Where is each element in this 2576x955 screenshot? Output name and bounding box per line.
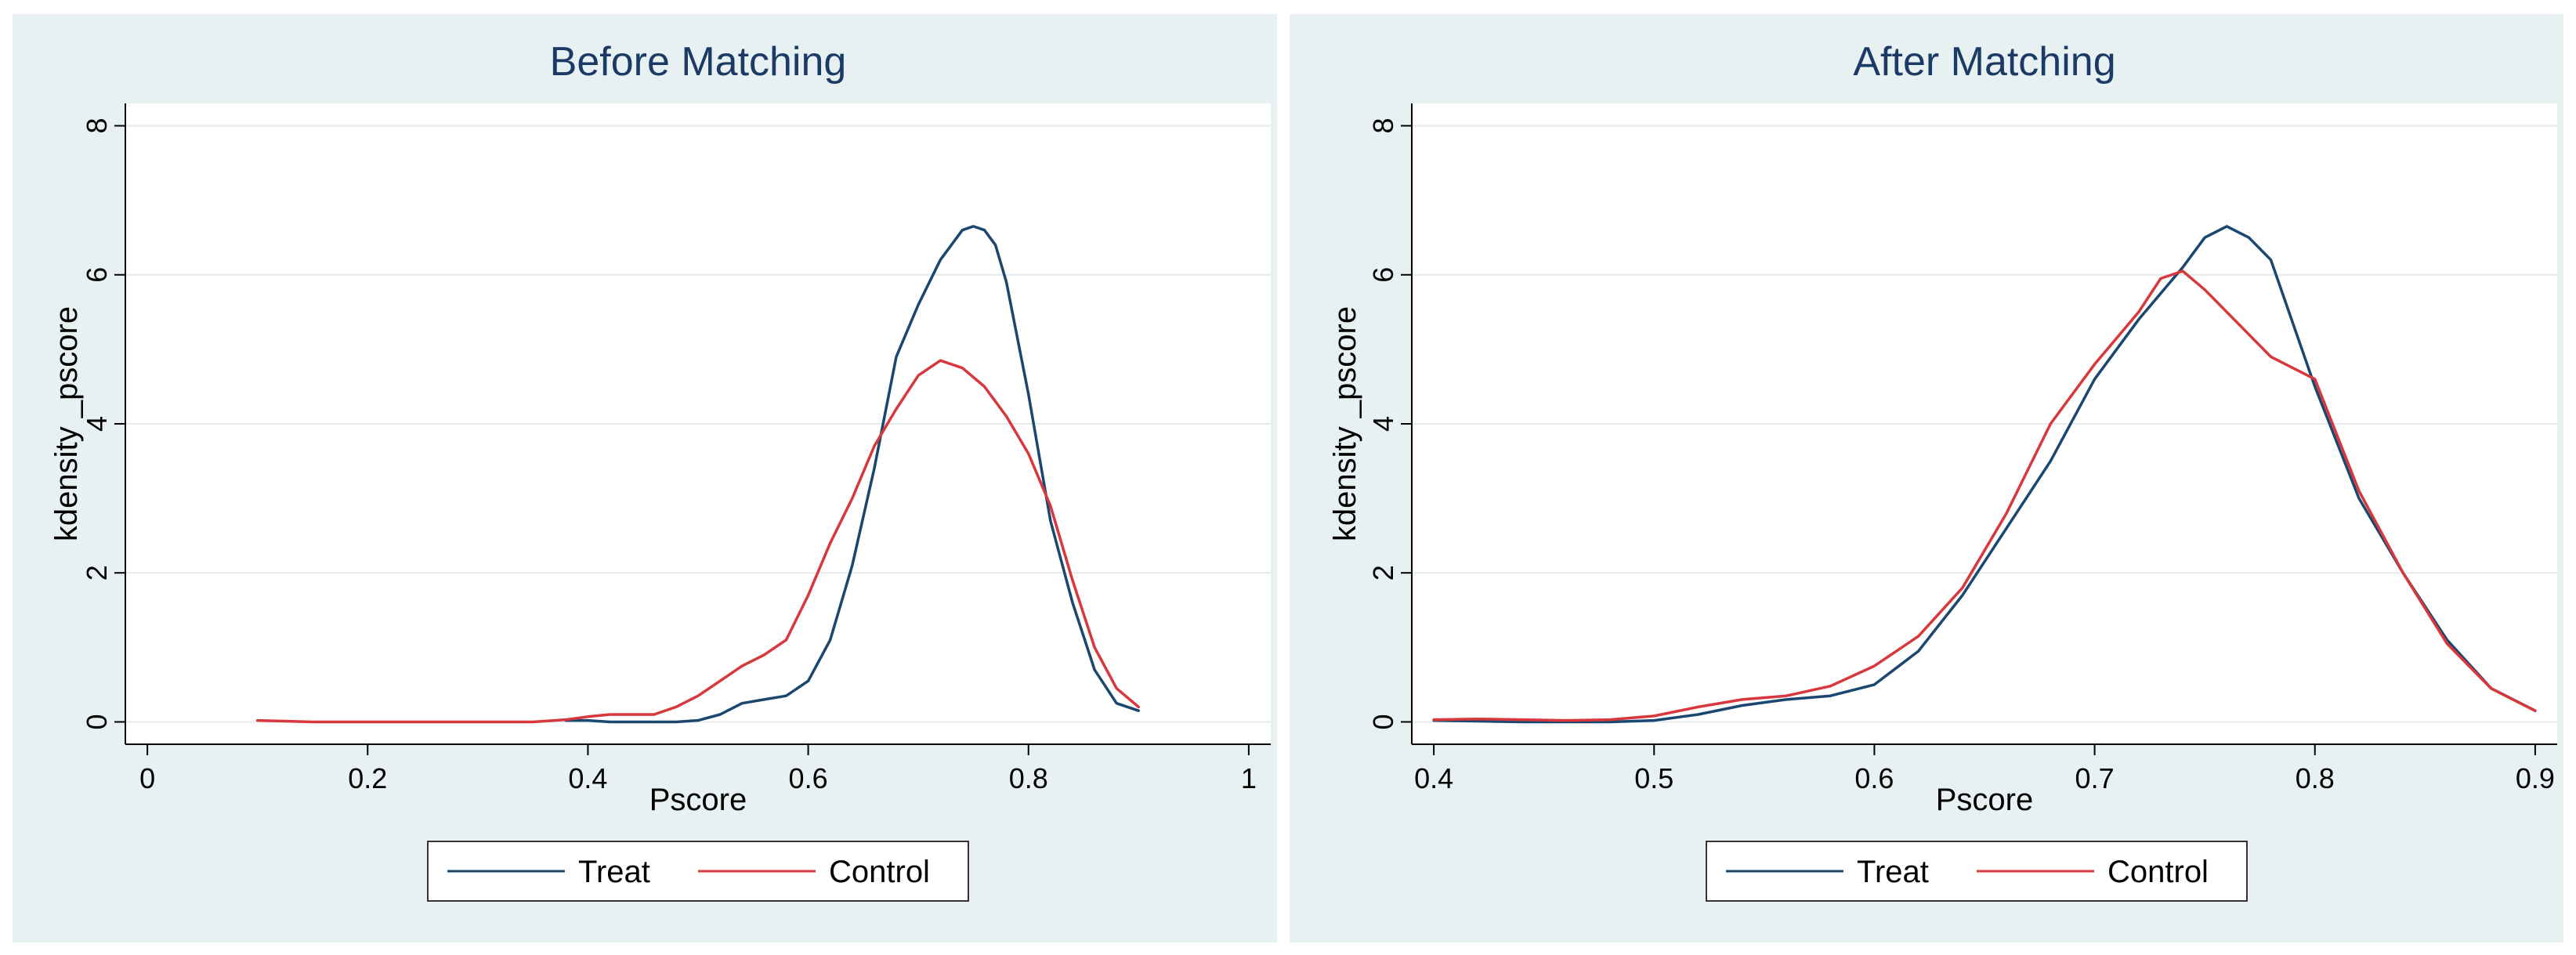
x-tick-label: 0.6 — [1854, 762, 1894, 794]
legend-label-control: Control — [829, 855, 930, 889]
x-tick-label: 0.7 — [2075, 762, 2115, 794]
chart-title: After Matching — [1853, 39, 2115, 85]
ticks: 0 0.2 0.4 0.6 0.8 1 0 2 4 6 8 — [81, 118, 1257, 794]
chart-title: Before Matching — [550, 39, 847, 85]
x-tick-label: 0.6 — [789, 762, 828, 794]
x-tick-label: 1 — [1241, 762, 1257, 794]
series-line-control — [255, 359, 1141, 724]
y-tick-label: 0 — [81, 714, 113, 729]
series-line-treat — [564, 225, 1141, 724]
series-line-control — [1432, 269, 2537, 722]
y-tick-label: 4 — [1367, 416, 1399, 432]
legend: Treat Control — [427, 841, 969, 902]
x-tick-label: 0 — [139, 762, 155, 794]
y-tick-label: 4 — [81, 416, 113, 432]
y-tick-label: 8 — [81, 118, 113, 134]
x-tick-label: 0.4 — [568, 762, 607, 794]
y-tick-label: 8 — [1367, 118, 1399, 134]
series-line-treat — [1432, 225, 2537, 724]
series-lines — [255, 225, 1141, 724]
x-tick-label: 0.8 — [2296, 762, 2335, 794]
chart-panel-after: 0.4 0.5 0.6 0.7 0.8 0.9 0 2 4 6 8 After Matching P… — [1290, 14, 2563, 942]
y-tick-label: 6 — [1367, 267, 1399, 283]
x-tick-label: 0.2 — [348, 762, 387, 794]
legend-label-control: Control — [2107, 855, 2209, 889]
x-tick-label: 0.5 — [1634, 762, 1673, 794]
y-tick-label: 2 — [81, 565, 113, 581]
y-tick-label: 0 — [1367, 714, 1399, 729]
legend-label-treat: Treat — [578, 855, 650, 889]
y-axis-title: kdensity _pscore — [1328, 306, 1362, 541]
x-tick-label: 0.8 — [1009, 762, 1048, 794]
y-tick-label: 6 — [81, 267, 113, 283]
chart-after-matching: 0.4 0.5 0.6 0.7 0.8 0.9 0 2 4 6 8 After Matching P… — [1328, 39, 2557, 902]
y-tick-label: 2 — [1367, 565, 1399, 581]
series-lines — [1432, 225, 2537, 724]
legend-label-treat: Treat — [1857, 855, 1929, 889]
ticks: 0.4 0.5 0.6 0.7 0.8 0.9 0 2 4 6 8 — [1367, 118, 2555, 794]
x-tick-label: 0.9 — [2516, 762, 2555, 794]
x-tick-label: 0.4 — [1414, 762, 1453, 794]
x-axis-title: Pscore — [649, 783, 747, 817]
chart-before-matching: 0 0.2 0.4 0.6 0.8 1 0 2 4 6 8 Before Matching Psco… — [49, 39, 1271, 902]
x-axis-title: Pscore — [1936, 783, 2034, 817]
y-axis-title: kdensity _pscore — [49, 306, 84, 541]
chart-panel-before: 0 0.2 0.4 0.6 0.8 1 0 2 4 6 8 Before Matching Psco… — [13, 14, 1277, 942]
legend: Treat Control — [1706, 841, 2248, 902]
